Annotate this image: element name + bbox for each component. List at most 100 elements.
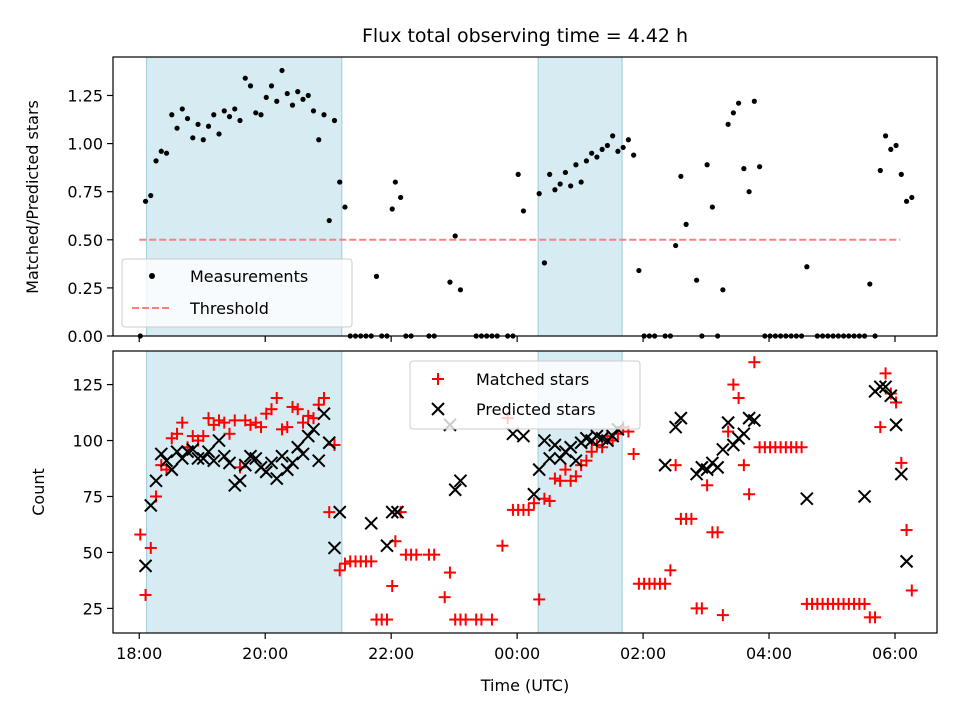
predicted-star-point <box>191 451 205 466</box>
measurement-point <box>673 242 679 249</box>
measurement-point <box>541 260 548 266</box>
top-panel: 0.00 0.25 0.50 0.75 1.00 1.25 Flux total obse… <box>23 25 938 346</box>
measurement-point <box>337 179 343 185</box>
matched-star-point <box>527 497 540 510</box>
y-tick-label: 125 <box>72 376 103 395</box>
measurement-point <box>305 92 311 99</box>
measurement-point <box>898 171 904 177</box>
predicted-star-point <box>212 433 226 448</box>
predicted-star-point <box>291 440 305 454</box>
measurement-point <box>604 142 611 149</box>
x-tick-label: 02:00 <box>620 644 666 663</box>
matched-star-point <box>669 459 682 472</box>
matched-star-point <box>522 503 535 516</box>
matched-star-point <box>197 430 210 443</box>
matched-star-point <box>134 528 147 541</box>
matched-star-point <box>365 555 378 568</box>
matched-star-point <box>380 613 393 626</box>
predicted-star-point <box>710 460 725 475</box>
y-tick-label: 0.00 <box>67 327 103 346</box>
predicted-star-point <box>285 456 300 470</box>
predicted-star-point <box>322 436 336 450</box>
measurement-point <box>247 83 254 89</box>
matched-star-point <box>858 597 871 610</box>
matched-star-point <box>795 441 808 454</box>
measurement-point <box>295 89 301 95</box>
measurement-point <box>169 112 175 118</box>
bottom-x-ticks: 18:00 20:00 22:00 00:00 02:00 04:00 06:00 <box>116 633 918 663</box>
predicted-star-point <box>542 451 557 466</box>
measurement-point <box>610 133 616 139</box>
predicted-star-point <box>674 411 688 425</box>
x-tick-label: 04:00 <box>746 644 792 663</box>
matched-star-point <box>905 584 918 597</box>
matched-star-point <box>291 403 304 416</box>
shaded-region-1 <box>146 350 343 634</box>
measurement-point <box>557 181 563 187</box>
measurement-point <box>289 102 296 108</box>
measurement-point <box>342 204 348 210</box>
matched-star-point <box>459 613 472 626</box>
predicted-star-point <box>138 559 153 573</box>
y-tick-label: 50 <box>83 543 103 562</box>
matched-star-point <box>554 474 567 487</box>
x-tick-label: 06:00 <box>872 644 918 663</box>
predicted-star-point <box>233 474 247 488</box>
matched-stars-points <box>134 356 918 626</box>
measurement-point <box>232 106 238 112</box>
matched-star-point <box>286 400 299 413</box>
predicted-star-point <box>280 462 294 477</box>
predicted-star-point <box>658 458 672 472</box>
matched-star-point <box>664 564 677 577</box>
measurement-point <box>804 264 810 270</box>
measurement-point <box>221 108 227 114</box>
matched-star-point <box>443 566 456 579</box>
matched-star-point <box>317 392 330 404</box>
matched-star-point <box>496 539 509 552</box>
top-axes-frame <box>112 56 938 337</box>
predicted-star-point <box>333 505 347 519</box>
measurement-point <box>310 108 317 114</box>
legend-predicted-label: Predicted stars <box>476 400 596 419</box>
predicted-star-point <box>899 554 914 569</box>
matched-star-point <box>323 506 336 519</box>
matched-star-point <box>475 613 488 626</box>
measurement-point <box>179 106 185 112</box>
top-y-axis-title: Matched/Predicted stars <box>23 100 42 294</box>
matched-star-point <box>895 456 908 469</box>
matched-star-point <box>701 479 714 492</box>
matched-star-point <box>737 459 750 472</box>
y-tick-label: 1.00 <box>67 135 103 154</box>
measurement-point <box>903 198 910 204</box>
predicted-star-point <box>201 445 216 459</box>
bottom-y-ticks: 25 50 75 100 125 <box>72 376 113 618</box>
predicted-star-point <box>275 449 289 463</box>
predicted-star-point <box>149 474 163 488</box>
matched-star-point <box>716 609 729 622</box>
predicted-star-point <box>222 456 237 470</box>
measurement-point <box>615 148 621 154</box>
predicted-star-point <box>605 429 620 443</box>
matched-star-point <box>727 378 740 391</box>
measurement-point <box>195 121 201 127</box>
measurement-point <box>625 137 631 143</box>
measurement-point <box>279 67 285 74</box>
predicted-star-point <box>737 427 751 441</box>
bottom-legend: Matched stars Predicted stars <box>409 360 641 430</box>
matched-star-point <box>596 441 609 454</box>
matched-star-point <box>202 412 215 425</box>
matched-star-point <box>144 541 157 554</box>
measurement-point <box>331 117 338 124</box>
matched-star-point <box>884 387 897 400</box>
matched-star-point <box>139 588 152 601</box>
measurement-point <box>730 110 736 116</box>
matched-star-point <box>732 392 745 404</box>
measurement-point <box>877 167 883 174</box>
legend-measurements-label: Measurements <box>190 267 308 286</box>
matched-star-point <box>275 423 288 436</box>
matched-star-point <box>386 580 399 592</box>
predicted-star-point <box>385 505 399 519</box>
measurement-point <box>520 208 527 214</box>
measurement-point <box>457 287 464 293</box>
predicted-star-point <box>532 462 546 477</box>
